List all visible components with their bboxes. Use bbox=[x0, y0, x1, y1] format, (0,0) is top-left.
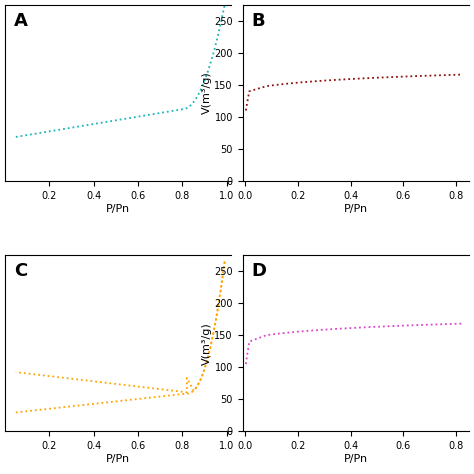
X-axis label: P/Pn: P/Pn bbox=[344, 203, 368, 213]
X-axis label: P/Pn: P/Pn bbox=[106, 203, 130, 213]
Y-axis label: V(m³/g): V(m³/g) bbox=[201, 322, 211, 365]
X-axis label: P/Pn: P/Pn bbox=[344, 454, 368, 464]
Text: A: A bbox=[14, 12, 27, 30]
Text: D: D bbox=[252, 262, 267, 280]
X-axis label: P/Pn: P/Pn bbox=[106, 454, 130, 464]
Text: C: C bbox=[14, 262, 27, 280]
Y-axis label: V(m³/g): V(m³/g) bbox=[201, 72, 211, 114]
Text: B: B bbox=[252, 12, 265, 30]
